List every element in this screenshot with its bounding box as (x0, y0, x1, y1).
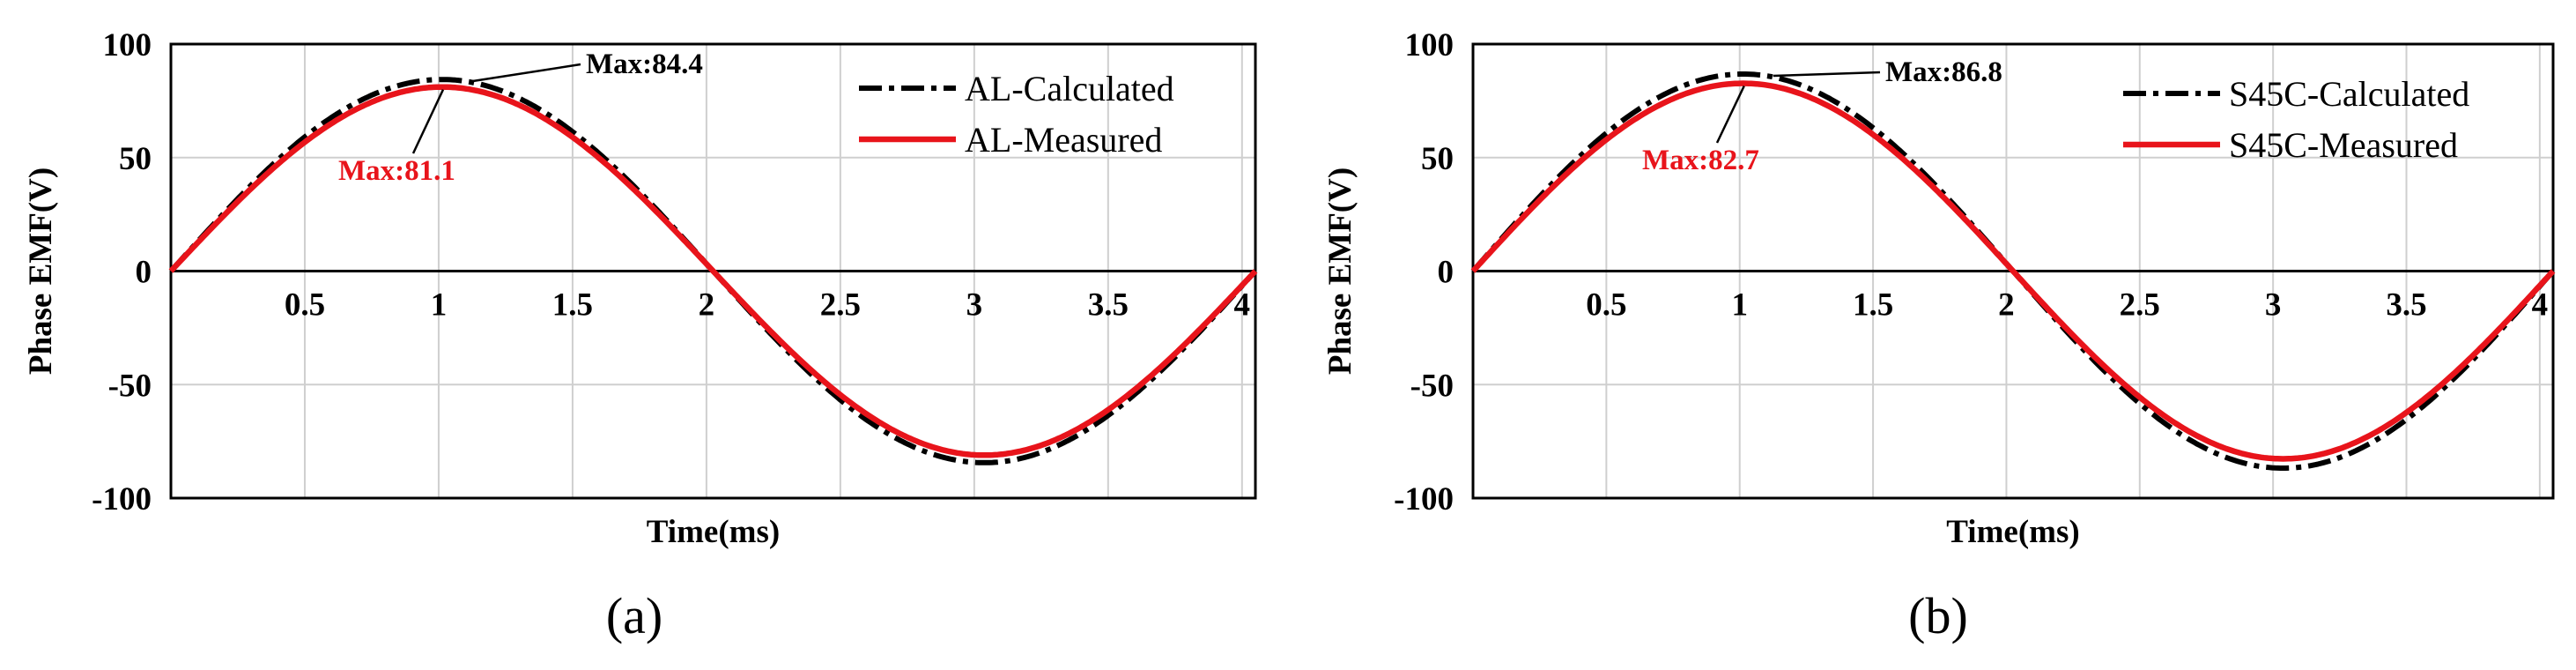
x-tick-label: 1.5 (552, 287, 593, 324)
annotation-max-calculated-leader (1773, 71, 1881, 78)
annotation-max-calculated: Max:86.8 (1885, 56, 2002, 88)
y-tick-label: -50 (108, 368, 152, 404)
y-tick-label: 100 (103, 27, 152, 63)
annotation-max-measured-leader (411, 89, 445, 154)
x-axis-title: Time(ms) (647, 514, 780, 550)
x-tick-label: 3.5 (2386, 287, 2426, 324)
panel-label: (a) (606, 587, 663, 644)
legend-calculated-label: AL-Calculated (965, 69, 1174, 108)
x-tick-label: 1 (1731, 287, 1748, 324)
y-tick-label: 100 (1405, 27, 1455, 63)
x-tick-label: 3.5 (1088, 287, 1129, 324)
annotation-max-measured-leader (1715, 86, 1745, 144)
x-tick-label: 1.5 (1853, 287, 1893, 324)
measured-series-line (168, 84, 1258, 458)
chart-a: 0.5 1 1.5 2 2.5 3 3.5 4 100 50 0 -50 -100 Time(ms) Pha… (23, 27, 1258, 644)
y-tick-label: 0 (1438, 255, 1455, 291)
annotation-max-calculated: Max:84.4 (586, 48, 703, 80)
legend-measured-label: AL-Measured (965, 120, 1162, 160)
annotation-max-measured: Max:81.1 (338, 155, 455, 187)
y-tick-label: 0 (136, 255, 152, 291)
x-tick-label: 3 (966, 287, 983, 324)
x-tick-label: 2.5 (2120, 287, 2160, 324)
y-axis-title: Phase EMF(V) (23, 168, 59, 375)
annotation-max-calculated-leader (471, 63, 581, 83)
annotation-max-measured: Max:82.7 (1642, 145, 1759, 176)
x-tick-label: 0.5 (285, 287, 325, 324)
chart-b: 0.5 1 1.5 2 2.5 3 3.5 4 100 50 0 -50 -100 Time(ms) Pha… (1322, 27, 2556, 644)
x-axis-title: Time(ms) (1946, 514, 2079, 550)
y-axis-title: Phase EMF(V) (1322, 168, 1358, 375)
y-tick-label: -100 (1394, 481, 1454, 517)
x-tick-label: 2 (1998, 287, 2015, 324)
legend-calculated-label: S45C-Calculated (2229, 74, 2469, 114)
x-tick-label: 4 (1234, 287, 1251, 324)
measured-series-line (1470, 80, 2556, 462)
y-tick-label: -50 (1410, 368, 1454, 404)
y-tick-label: 50 (119, 141, 152, 177)
x-tick-label: 2.5 (820, 287, 861, 324)
x-tick-label: 2 (699, 287, 715, 324)
x-tick-label: 3 (2265, 287, 2282, 324)
x-tick-label: 4 (2532, 287, 2549, 324)
x-tick-label: 0.5 (1586, 287, 1626, 324)
y-tick-label: -100 (92, 481, 152, 517)
y-tick-label: 50 (1421, 141, 1454, 177)
legend-measured-label: S45C-Measured (2229, 125, 2458, 165)
panel-label: (b) (1908, 587, 1968, 644)
x-tick-label: 1 (431, 287, 448, 324)
